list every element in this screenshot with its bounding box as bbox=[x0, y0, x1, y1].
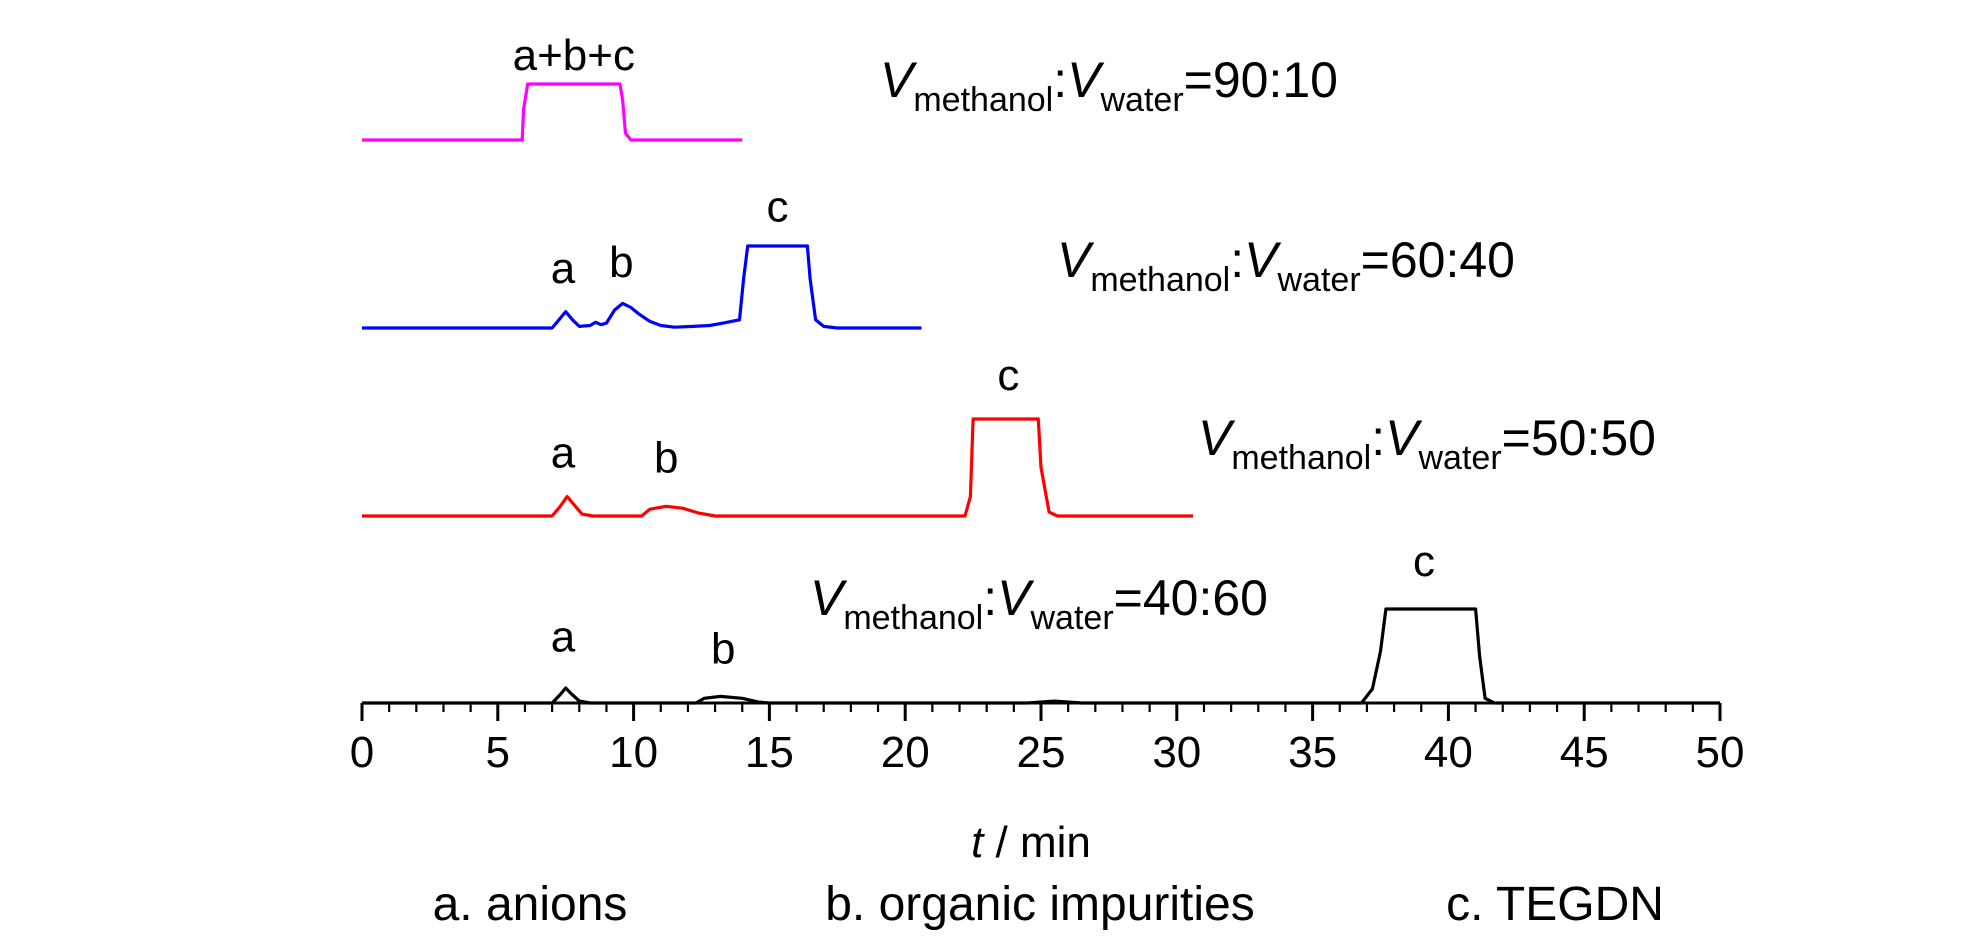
condition-label-1-part-3: : bbox=[1053, 52, 1067, 108]
condition-label-3-part-6: =50:50 bbox=[1502, 410, 1656, 466]
tick-label-10: 10 bbox=[609, 728, 658, 777]
trace-line-3 bbox=[362, 417, 1194, 518]
condition-label-1-part-4: V bbox=[1067, 52, 1105, 108]
tick-label-45: 45 bbox=[1560, 728, 1609, 777]
condition-label-1-part-1: V bbox=[880, 52, 918, 108]
tick-label-20: 20 bbox=[881, 728, 930, 777]
peak-label-4-3: c bbox=[1413, 537, 1435, 586]
trace-line-1 bbox=[362, 82, 743, 142]
legend-item-2: b. organic impurities bbox=[825, 878, 1255, 931]
x-axis-title-italic: t bbox=[971, 818, 985, 867]
condition-label-4: Vmethanol:Vwater=40:60 bbox=[810, 570, 1268, 637]
condition-label-1-part-5: water bbox=[1100, 81, 1184, 119]
condition-label-4-part-4: V bbox=[997, 570, 1035, 626]
condition-label-1: Vmethanol:Vwater=90:10 bbox=[880, 52, 1338, 119]
peak-label-4-2: b bbox=[711, 625, 735, 674]
condition-label-3-part-5: water bbox=[1418, 439, 1502, 477]
peak-label-3-2: b bbox=[654, 433, 678, 482]
tick-label-50: 50 bbox=[1696, 728, 1745, 777]
condition-label-3-part-2: methanol bbox=[1231, 439, 1371, 477]
tick-label-5: 5 bbox=[486, 728, 510, 777]
peak-label-3-1: a bbox=[551, 429, 576, 478]
tick-label-40: 40 bbox=[1424, 728, 1473, 777]
x-axis-title: t / min bbox=[971, 818, 1091, 867]
x-axis-title-rest: / min bbox=[983, 818, 1091, 867]
condition-label-2-part-5: water bbox=[1277, 261, 1361, 299]
condition-label-1-part-2: methanol bbox=[913, 81, 1053, 119]
peak-label-2-2: b bbox=[609, 238, 633, 287]
condition-label-2: Vmethanol:Vwater=60:40 bbox=[1057, 232, 1515, 299]
condition-label-4-part-3: : bbox=[983, 570, 997, 626]
peak-legend: a. anions b. organic impurities c. TEGDN bbox=[433, 878, 1664, 931]
condition-label-4-part-6: =40:60 bbox=[1114, 570, 1268, 626]
condition-label-4-part-5: water bbox=[1030, 599, 1114, 637]
condition-label-3: Vmethanol:Vwater=50:50 bbox=[1198, 410, 1656, 477]
condition-label-2-part-2: methanol bbox=[1090, 261, 1230, 299]
x-axis-ticks bbox=[360, 703, 1722, 721]
x-axis: 0 5 10 15 20 25 30 35 40 45 50 t / min bbox=[350, 701, 1745, 867]
condition-label-2-part-6: =60:40 bbox=[1361, 232, 1515, 288]
tick-label-35: 35 bbox=[1288, 728, 1337, 777]
peak-label-1-1: a+b+c bbox=[513, 31, 635, 80]
condition-label-3-part-1: V bbox=[1198, 410, 1236, 466]
tick-label-0: 0 bbox=[350, 728, 374, 777]
condition-label-1-part-6: =90:10 bbox=[1184, 52, 1338, 108]
condition-label-4-part-1: V bbox=[810, 570, 848, 626]
tick-label-25: 25 bbox=[1017, 728, 1066, 777]
peak-label-4-1: a bbox=[551, 612, 576, 661]
condition-label-3-part-3: : bbox=[1371, 410, 1385, 466]
condition-label-2-part-1: V bbox=[1057, 232, 1095, 288]
legend-item-3: c. TEGDN bbox=[1446, 878, 1664, 931]
condition-labels: Vmethanol:Vwater=90:10Vmethanol:Vwater=6… bbox=[810, 52, 1656, 637]
peak-label-3-3: c bbox=[997, 351, 1019, 400]
condition-label-2-part-3: : bbox=[1230, 232, 1244, 288]
x-axis-tick-labels: 0 5 10 15 20 25 30 35 40 45 50 bbox=[350, 728, 1745, 777]
trace-line-2 bbox=[362, 244, 922, 330]
tick-label-15: 15 bbox=[745, 728, 794, 777]
tick-label-30: 30 bbox=[1152, 728, 1201, 777]
peak-label-2-1: a bbox=[551, 244, 576, 293]
condition-label-2-part-4: V bbox=[1244, 232, 1282, 288]
legend-item-1: a. anions bbox=[433, 878, 628, 931]
peak-label-2-3: c bbox=[767, 182, 789, 231]
condition-label-3-part-4: V bbox=[1385, 410, 1423, 466]
peak-labels: a+b+ca bca bca bc bbox=[513, 31, 1435, 674]
condition-label-4-part-2: methanol bbox=[843, 599, 983, 637]
